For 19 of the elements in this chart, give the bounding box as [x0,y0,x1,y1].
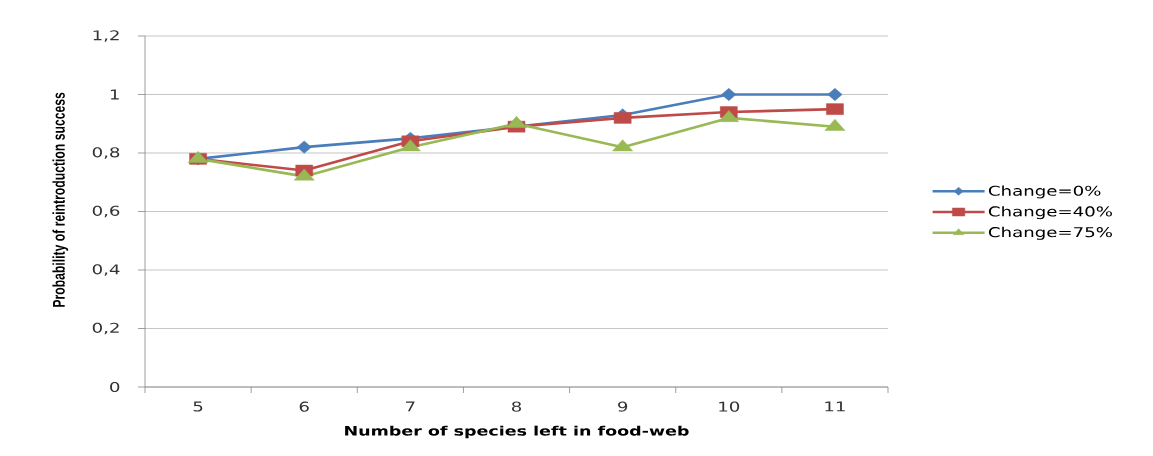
legend-label: Change=0% [988,185,1101,199]
x-tick-label: 11 [825,401,845,412]
x-tick-label: 8 [511,401,522,412]
y-tick-label: 0,4 [92,264,120,276]
x-tick-label: 7 [406,401,415,412]
legend-label: Change=75% [988,226,1112,240]
y-tick-label: 0,2 [92,322,119,335]
y-tick-label: 0 [110,381,120,393]
y-axis-title: Probability of reintroduction success [52,92,69,307]
x-tick-label: 10 [719,401,740,412]
y-tick-label: 1 [110,89,119,100]
x-tick-label: 6 [299,401,309,412]
y-tick-label: 0,6 [92,205,120,218]
y-tick-label: 1,2 [93,30,119,42]
y-tick-label: 0,8 [92,147,120,159]
legend-label: Change=40% [988,206,1112,220]
x-tick-label: 5 [193,401,203,412]
x-axis-title: Number of species left in food-web [345,425,689,439]
x-tick-label: 9 [618,401,628,412]
